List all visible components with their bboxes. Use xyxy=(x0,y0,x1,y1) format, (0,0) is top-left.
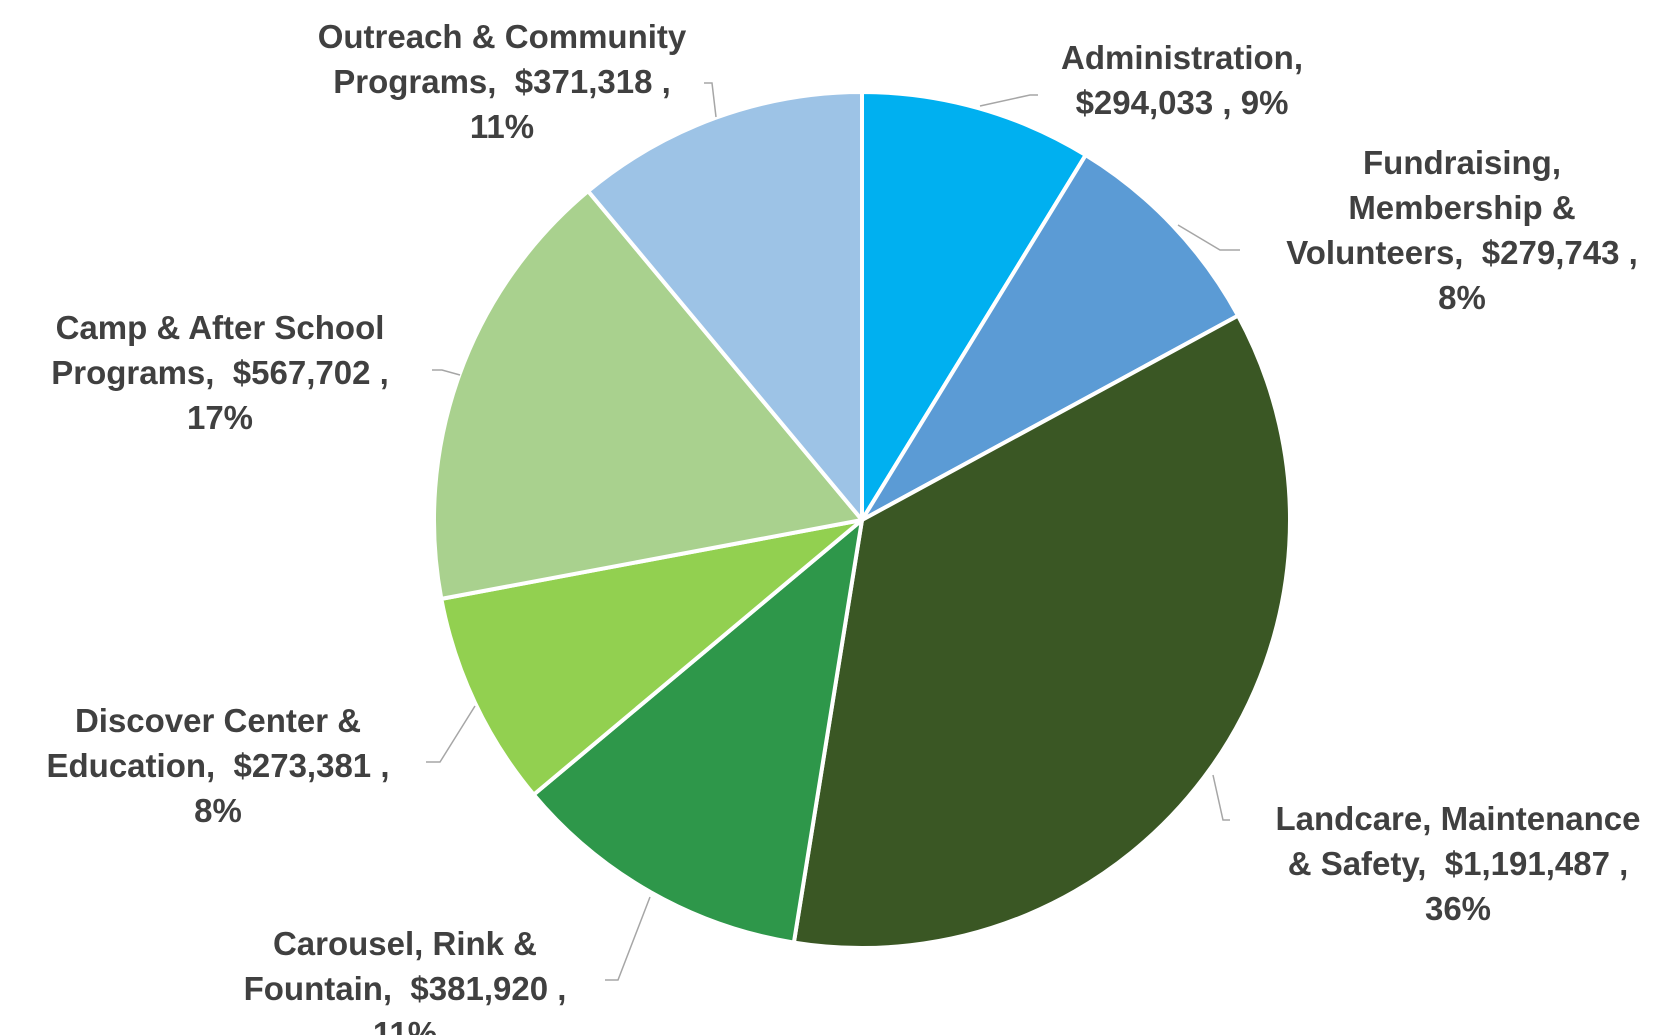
data-label-line: 11% xyxy=(373,1015,437,1035)
leader-line xyxy=(605,896,651,981)
data-label-line: Education, $273,381 , xyxy=(47,747,390,784)
data-label-discover-center-and-education: Discover Center & Education, $273,381 , 8% xyxy=(47,702,390,829)
data-label-carousel-rink-and-fountain: Carousel, Rink & Fountain, $381,920 , 11% xyxy=(244,925,567,1035)
data-label-line: Volunteers, $279,743 , xyxy=(1286,234,1638,271)
leader-line xyxy=(979,94,1038,107)
data-label-line: & Safety, $1,191,487 , xyxy=(1288,845,1629,882)
data-label-line: Fountain, $381,920 , xyxy=(244,970,567,1007)
leader-line xyxy=(426,705,476,763)
data-label-line: 8% xyxy=(1438,279,1486,316)
data-labels: Administration, $294,033 , 9% Fundraising,… xyxy=(47,18,1641,1035)
data-label-line: Carousel, Rink & xyxy=(273,925,537,962)
pie-slice-fundraising-membership-and-volunteers xyxy=(860,153,1241,522)
data-label-line: Programs, $371,318 , xyxy=(333,63,671,100)
leader-line xyxy=(1177,224,1240,251)
data-label-line: Outreach & Community xyxy=(318,18,687,55)
data-label-line: 17% xyxy=(187,399,253,436)
data-label-camp-and-after-school-programs: Camp & After School Programs, $567,702 , 1… xyxy=(51,309,389,436)
pie-slices xyxy=(432,90,1292,950)
data-label-line: Landcare, Maintenance xyxy=(1276,800,1641,837)
data-label-line: Programs, $567,702 , xyxy=(51,354,389,391)
data-label-outreach-and-community-programs: Outreach & Community Programs, $371,318 ,… xyxy=(318,18,687,145)
data-label-fundraising-membership-and-volunteers: Fundraising, Membership & Volunteers, $279… xyxy=(1286,144,1638,316)
pie-slice-carousel-rink-and-fountain xyxy=(531,518,864,945)
data-label-line: Administration, xyxy=(1061,39,1303,76)
pie-slice-discover-center-and-education xyxy=(439,518,864,797)
leader-lines xyxy=(426,82,1240,981)
data-label-administration: Administration, $294,033 , 9% xyxy=(1061,39,1303,121)
leader-line xyxy=(432,369,461,376)
data-label-line: Fundraising, xyxy=(1363,144,1561,181)
pie-slice-administration xyxy=(860,90,1088,522)
data-label-line: 36% xyxy=(1425,890,1491,927)
data-label-line: Discover Center & xyxy=(75,702,361,739)
pie-slice-landcare-maintenance-and-safety xyxy=(791,313,1292,950)
leader-line xyxy=(704,82,717,118)
data-label-line: 11% xyxy=(470,108,534,145)
data-label-line: $294,033 , 9% xyxy=(1076,84,1289,121)
data-label-landcare-maintenance-and-safety: Landcare, Maintenance & Safety, $1,191,48… xyxy=(1276,800,1641,927)
pie-slice-outreach-and-community-programs xyxy=(586,90,864,522)
leader-line xyxy=(1212,774,1230,821)
data-label-line: Membership & xyxy=(1348,189,1575,226)
data-label-line: Camp & After School xyxy=(56,309,385,346)
data-label-line: 8% xyxy=(194,792,242,829)
